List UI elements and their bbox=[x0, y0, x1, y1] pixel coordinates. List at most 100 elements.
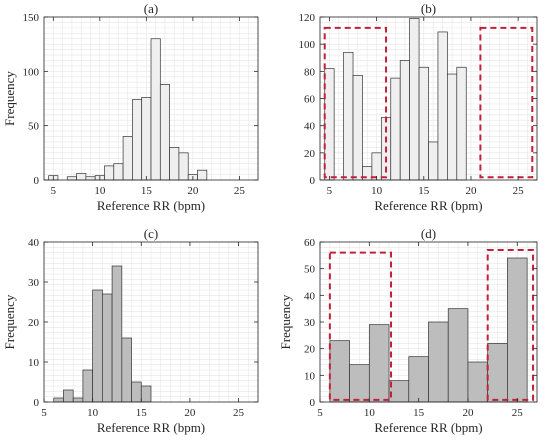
histogram-bar bbox=[131, 381, 142, 403]
histogram-bar bbox=[140, 385, 152, 403]
histogram-bar bbox=[76, 173, 87, 181]
panel-3: 5 10 15 20 25 0 10 20 30 40 50 60 (d) Reference RR (b… bbox=[278, 226, 538, 435]
x-tick-label: 20 bbox=[465, 185, 477, 197]
y-tick-label: 40 bbox=[304, 290, 316, 302]
histogram-bar bbox=[447, 73, 458, 181]
y-tick-label: 80 bbox=[304, 66, 316, 78]
x-tick-label: 10 bbox=[94, 185, 106, 197]
y-tick-label: 0 bbox=[310, 397, 316, 409]
y-tick-label: 100 bbox=[23, 66, 40, 78]
histogram-bar bbox=[329, 340, 350, 403]
panel-0: 5 10 15 20 25 0 50 100 150 (a) Reference RR (bpm) F… bbox=[2, 1, 259, 213]
x-tick-label: 5 bbox=[327, 185, 333, 197]
histogram-bar bbox=[399, 60, 410, 181]
x-axis-label: Reference RR (bpm) bbox=[374, 420, 482, 435]
y-tick-label: 0 bbox=[34, 175, 40, 187]
histogram-bar bbox=[428, 321, 449, 403]
histogram-bar bbox=[467, 361, 489, 403]
histogram-bar bbox=[82, 369, 93, 403]
y-tick-label: 10 bbox=[304, 370, 316, 382]
x-tick-label: 25 bbox=[234, 185, 246, 197]
histogram-bar bbox=[113, 163, 124, 181]
histogram-bar bbox=[343, 51, 354, 181]
x-tick-label: 15 bbox=[413, 407, 425, 419]
panel-title: (b) bbox=[421, 1, 436, 16]
y-axis-label: Frequency bbox=[2, 294, 17, 349]
y-tick-label: 20 bbox=[304, 148, 316, 160]
x-tick-label: 25 bbox=[512, 407, 524, 419]
y-tick-label: 20 bbox=[28, 317, 40, 329]
histogram-bar bbox=[102, 293, 113, 403]
y-tick-label: 20 bbox=[304, 344, 316, 356]
histogram-bar bbox=[487, 342, 508, 403]
y-tick-label: 150 bbox=[23, 12, 40, 24]
y-tick-label: 50 bbox=[304, 264, 316, 276]
x-tick-label: 10 bbox=[371, 185, 383, 197]
x-axis-label: Reference RR (bpm) bbox=[374, 198, 482, 213]
y-axis-label: Frequency bbox=[2, 71, 17, 126]
highlight-region-box bbox=[479, 26, 534, 179]
x-tick-label: 15 bbox=[141, 185, 153, 197]
histogram-bar bbox=[169, 147, 180, 181]
histogram-bar bbox=[122, 136, 133, 181]
y-tick-label: 60 bbox=[304, 94, 316, 106]
histogram-bar bbox=[53, 397, 64, 403]
x-tick-label: 10 bbox=[364, 407, 376, 419]
histogram-bar bbox=[104, 165, 115, 181]
y-tick-label: 0 bbox=[34, 397, 40, 409]
x-axis-label: Reference RR (bpm) bbox=[97, 198, 205, 213]
x-tick-label: 25 bbox=[513, 185, 525, 197]
histogram-bar bbox=[447, 308, 469, 403]
x-tick-label: 10 bbox=[87, 407, 99, 419]
histogram-bar bbox=[132, 99, 143, 181]
histogram-bar bbox=[121, 337, 132, 403]
highlight-region-box bbox=[328, 251, 393, 401]
y-tick-label: 50 bbox=[28, 121, 40, 133]
y-tick-label: 100 bbox=[299, 39, 316, 51]
histogram-bar bbox=[352, 75, 363, 181]
histogram-bar bbox=[66, 176, 77, 181]
panel-2: 5 10 15 20 25 0 10 20 30 40 (c) Reference RR (bpm) F… bbox=[2, 226, 259, 435]
histogram-bar bbox=[111, 265, 123, 403]
histogram-bar bbox=[63, 389, 74, 403]
y-tick-label: 10 bbox=[28, 357, 40, 369]
y-tick-label: 40 bbox=[304, 121, 316, 133]
x-tick-label: 25 bbox=[233, 407, 245, 419]
histogram-bar bbox=[428, 141, 439, 181]
histogram-bar bbox=[408, 356, 429, 403]
histogram-bar bbox=[85, 176, 96, 181]
histogram-bar bbox=[324, 68, 335, 181]
histogram-bar bbox=[507, 257, 528, 403]
histogram-bar bbox=[178, 152, 189, 181]
x-tick-label: 20 bbox=[184, 407, 196, 419]
y-axis-label: Frequency bbox=[278, 294, 293, 349]
panel-1: 5 10 15 20 25 0 20 40 60 80 100 120 (b) Reference RR … bbox=[299, 1, 538, 213]
histogram-bar bbox=[418, 66, 429, 181]
panel-title: (c) bbox=[144, 226, 158, 241]
panel-title: (d) bbox=[421, 226, 436, 241]
histogram-bar bbox=[159, 84, 170, 181]
histogram-bar bbox=[92, 289, 103, 403]
x-tick-label: 20 bbox=[462, 407, 474, 419]
histogram-bar bbox=[197, 169, 208, 181]
histogram-bar bbox=[349, 364, 370, 403]
y-tick-label: 0 bbox=[310, 175, 316, 187]
histogram-bar bbox=[72, 397, 84, 403]
x-tick-label: 20 bbox=[187, 185, 199, 197]
x-axis-label: Reference RR (bpm) bbox=[97, 420, 205, 435]
histogram-bar bbox=[409, 18, 420, 181]
x-tick-label: 15 bbox=[136, 407, 148, 419]
axes-frame bbox=[43, 16, 259, 181]
x-tick-label: 5 bbox=[51, 185, 57, 197]
y-tick-label: 60 bbox=[304, 237, 316, 249]
histogram-bar bbox=[368, 324, 390, 403]
x-tick-label: 15 bbox=[418, 185, 430, 197]
histogram-bar bbox=[371, 152, 382, 181]
y-tick-label: 30 bbox=[28, 277, 40, 289]
histogram-bar bbox=[456, 66, 467, 181]
x-tick-label: 5 bbox=[41, 407, 47, 419]
panel-title: (a) bbox=[144, 1, 158, 16]
y-tick-label: 120 bbox=[299, 12, 316, 24]
